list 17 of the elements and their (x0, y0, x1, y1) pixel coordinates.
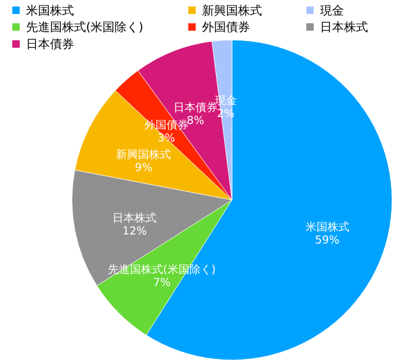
legend-label: 外国債券 (202, 20, 250, 34)
legend-label: 日本株式 (320, 20, 368, 34)
slice-label: 日本株式 (112, 212, 157, 225)
legend-label: 米国株式 (26, 3, 74, 18)
legend-label: 新興国株式 (202, 3, 262, 18)
legend-label: 先進国株式(米国除く) (26, 20, 144, 34)
data-label: 7% (153, 276, 171, 290)
data-label: 8% (186, 114, 204, 127)
legend-label: 日本債券 (26, 37, 74, 51)
data-label: 59% (315, 234, 340, 247)
slice-label: 日本債券 (173, 100, 218, 114)
slice-label: 米国株式 (305, 220, 350, 234)
data-label: 12% (122, 224, 147, 238)
legend-label: 現金 (320, 3, 344, 18)
data-label: 9% (134, 160, 152, 174)
slice-label: 新興国株式 (116, 148, 172, 161)
data-label: 3% (158, 132, 176, 145)
